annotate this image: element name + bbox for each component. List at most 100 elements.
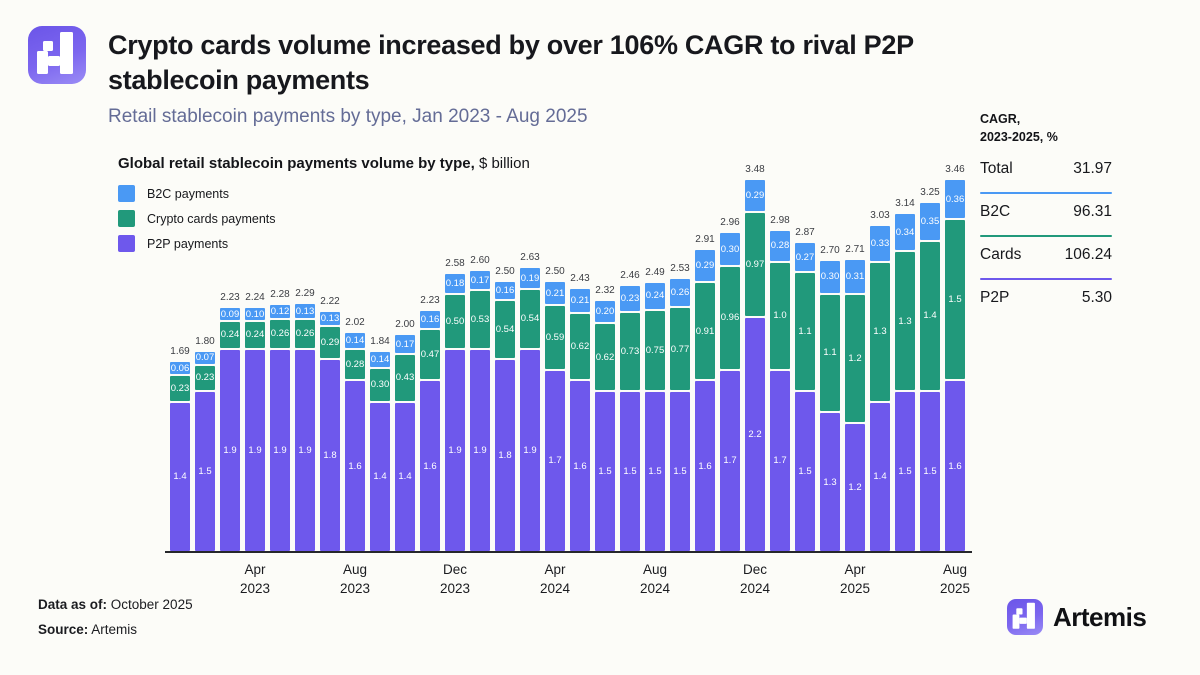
header: Crypto cards volume increased by over 10…	[108, 28, 1088, 128]
segment-value-label: 0.10	[245, 308, 265, 320]
segment-p2p: 1.4	[870, 402, 890, 551]
bar-sep-2024: 2.53 0.26 0.77 1.5	[670, 263, 690, 551]
segment-value-label: 1.2	[848, 352, 862, 364]
segment-b2c: 0.30	[820, 260, 840, 293]
cagr-panel-header: CAGR, 2023-2025, %	[980, 110, 1112, 146]
bar-total-label: 2.50	[495, 266, 515, 278]
chart-title: Global retail stablecoin payments volume…	[118, 155, 530, 172]
segment-p2p: 1.6	[570, 381, 590, 551]
segment-cards: 0.50	[445, 294, 465, 348]
bar-may-2024: 2.43 0.21 0.62 1.6	[570, 273, 590, 551]
data-as-of: Data as of: October 2025	[38, 597, 193, 612]
x-tick-dec-2023: Dec 2023	[439, 562, 471, 596]
data-as-of-label: Data as of:	[38, 597, 108, 612]
segment-p2p: 1.5	[895, 392, 915, 551]
segment-cards: 0.73	[620, 312, 640, 390]
segment-value-label: 0.30	[720, 243, 740, 255]
segment-value-label: 0.14	[370, 353, 390, 365]
segment-p2p: 1.9	[270, 349, 290, 551]
segment-cards: 0.24	[220, 322, 240, 348]
x-axis: Apr 2023 Aug 2023 Dec 2023 Apr 2024 Aug 2024 Dec 20…	[170, 560, 970, 604]
segment-b2c: 0.19	[520, 268, 540, 289]
segment-value-label: 0.59	[545, 332, 565, 344]
cagr-row-b2c: B2C 96.31	[980, 203, 1112, 227]
segment-cards: 1.0	[770, 262, 790, 369]
segment-value-label: 1.2	[848, 481, 862, 493]
segment-value-label: 1.4	[373, 471, 387, 483]
bar-jun-2025: 3.14 0.34 1.3 1.5	[895, 198, 915, 551]
segment-p2p: 1.9	[470, 349, 490, 551]
segment-cards: 1.1	[820, 294, 840, 412]
segment-value-label: 1.3	[873, 326, 887, 338]
legend-item-p2p: P2P payments	[118, 235, 276, 252]
bar-total-label: 2.70	[820, 244, 840, 256]
x-tick-apr-2023: Apr 2023	[239, 562, 271, 596]
segment-cards: 0.62	[570, 313, 590, 380]
bar-oct-2023: 2.00 0.17 0.43 1.4	[395, 319, 415, 551]
segment-value-label: 0.21	[570, 295, 590, 307]
segment-b2c: 0.21	[570, 289, 590, 312]
bar-may-2023: 2.28 0.12 0.26 1.9	[270, 289, 290, 551]
segment-cards: 1.2	[845, 294, 865, 422]
segment-b2c: 0.17	[395, 335, 415, 354]
segment-cards: 0.59	[545, 306, 565, 369]
segment-p2p: 1.9	[520, 349, 540, 551]
segment-value-label: 1.8	[323, 450, 337, 462]
segment-value-label: 0.26	[295, 328, 315, 340]
segment-value-label: 0.29	[745, 190, 765, 202]
segment-cards: 0.53	[470, 291, 490, 348]
bar-aug-2025: 3.46 0.36 1.5 1.6	[945, 164, 965, 551]
segment-b2c: 0.34	[895, 214, 915, 251]
segment-cards: 0.54	[495, 300, 515, 359]
segment-value-label: 0.29	[320, 337, 340, 349]
segment-value-label: 1.1	[798, 326, 812, 338]
segment-value-label: 0.26	[670, 287, 690, 299]
segment-p2p: 1.7	[770, 370, 790, 551]
segment-p2p: 1.9	[245, 349, 265, 551]
segment-value-label: 0.62	[595, 351, 615, 363]
segment-cards: 0.96	[720, 267, 740, 369]
segment-value-label: 1.6	[698, 460, 712, 472]
segment-b2c: 0.10	[245, 308, 265, 321]
segment-value-label: 0.47	[420, 349, 440, 360]
x-axis-line	[165, 551, 972, 553]
bar-aug-2023: 2.02 0.14 0.28 1.6	[345, 317, 365, 551]
bar-feb-2025: 2.87 0.27 1.1 1.5	[795, 227, 815, 551]
segment-value-label: 0.24	[220, 329, 240, 341]
segment-value-label: 1.4	[923, 310, 937, 322]
segment-p2p: 1.5	[645, 392, 665, 551]
segment-b2c: 0.33	[870, 225, 890, 261]
page-subtitle: Retail stablecoin payments by type, Jan …	[108, 106, 588, 127]
segment-p2p: 1.5	[670, 392, 690, 551]
segment-p2p: 1.5	[920, 392, 940, 551]
segment-cards: 1.1	[795, 273, 815, 390]
segment-value-label: 0.23	[170, 382, 190, 394]
artemis-glyph-small	[1012, 602, 1035, 629]
cagr-rows: Total 31.97 B2C 96.31 Cards 106.24 P2P 5…	[980, 160, 1112, 313]
brand-footer: Artemis	[1007, 599, 1147, 635]
segment-p2p: 1.9	[295, 349, 315, 551]
segment-b2c: 0.35	[920, 202, 940, 240]
segment-value-label: 0.34	[895, 226, 915, 238]
source-value: Artemis	[88, 622, 138, 637]
segment-value-label: 0.28	[345, 359, 365, 371]
bar-total-label: 2.29	[295, 288, 315, 300]
bar-total-label: 2.98	[770, 215, 790, 227]
legend-label-p2p: P2P payments	[147, 236, 229, 251]
legend-swatch-b2c	[118, 185, 135, 202]
segment-value-label: 1.5	[898, 466, 912, 477]
chart-title-unit: $ billion	[474, 155, 530, 172]
cagr-value-p2p: 5.30	[1081, 289, 1112, 306]
cagr-panel: CAGR, 2023-2025, % Total 31.97 B2C 96.31…	[980, 110, 1112, 313]
segment-b2c: 0.36	[945, 180, 965, 219]
segment-value-label: 0.77	[670, 343, 690, 355]
segment-value-label: 0.23	[195, 372, 215, 384]
segment-p2p: 1.6	[695, 381, 715, 551]
segment-value-label: 0.33	[870, 237, 890, 249]
page-title: Crypto cards volume increased by over 10…	[108, 28, 1088, 98]
segment-b2c: 0.14	[345, 332, 365, 348]
x-tick-aug-2024: Aug 2024	[639, 562, 671, 596]
legend-item-cards: Crypto cards payments	[118, 210, 276, 227]
bar-may-2025: 3.03 0.33 1.3 1.4	[870, 210, 890, 551]
bar-total-label: 2.32	[595, 285, 615, 297]
